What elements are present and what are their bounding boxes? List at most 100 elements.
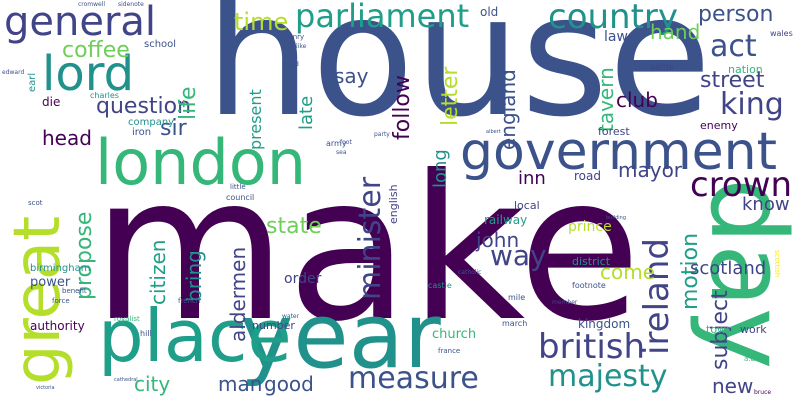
word-water: water xyxy=(282,313,300,320)
word-lord: lord xyxy=(42,46,135,102)
word-majesty: majesty xyxy=(548,359,668,394)
word-france: france xyxy=(438,347,461,355)
word-kingdom: kingdom xyxy=(578,317,631,331)
word-mayor: mayor xyxy=(618,158,683,182)
word-bruce: bruce xyxy=(754,389,772,396)
word-aldermen: aldermen xyxy=(226,246,250,342)
word-life: life xyxy=(176,86,201,120)
word-force: force xyxy=(52,297,70,305)
word-stand: stand xyxy=(282,61,299,68)
word-scotland: scotland xyxy=(690,258,767,279)
word-say: say xyxy=(334,64,369,88)
word-measure: measure xyxy=(348,361,479,396)
word-cromwell: cromwell xyxy=(78,1,106,8)
word-albert: albert xyxy=(486,129,501,135)
word-church: church xyxy=(432,327,477,342)
word-benefit: benefit xyxy=(62,287,87,295)
word-place: place xyxy=(98,294,292,378)
word-a.d: a.d xyxy=(744,355,755,363)
word-way: way xyxy=(490,239,547,272)
word-london: london xyxy=(95,126,307,199)
word-crown: crown xyxy=(690,165,793,205)
word-john: john xyxy=(476,228,520,252)
word-sea: sea xyxy=(336,149,347,156)
word-follow: follow xyxy=(390,75,415,140)
word-scottish: scottish xyxy=(773,250,781,278)
word-coffee: coffee xyxy=(62,38,130,63)
word-know: know xyxy=(742,194,790,215)
word-make: make xyxy=(92,133,642,366)
word-person: person xyxy=(698,2,774,27)
word-victoria: victoria xyxy=(36,385,55,391)
word-city: city xyxy=(134,372,171,396)
word-charles: charles xyxy=(90,91,119,100)
word-school: school xyxy=(144,39,177,50)
word-man: man xyxy=(218,372,263,396)
word-castle: castle xyxy=(428,281,452,290)
word-long: long xyxy=(430,149,451,188)
word-road: road xyxy=(574,169,601,183)
word-state: state xyxy=(266,214,322,239)
word-power: power xyxy=(30,275,71,290)
word-letter: letter xyxy=(438,66,463,126)
word-company: company xyxy=(128,117,175,128)
word-railway: railway xyxy=(484,213,528,227)
word-mile: mile xyxy=(508,293,526,302)
word-law: law xyxy=(604,29,628,45)
word-good: good xyxy=(264,372,314,396)
word-town: town xyxy=(706,323,734,336)
word-hill: hill xyxy=(140,329,152,338)
word-local: local xyxy=(514,199,540,212)
word-come: come xyxy=(600,260,656,284)
word-royalist: royalist xyxy=(114,315,140,323)
word-cathedral: cathedral xyxy=(114,377,138,383)
word-forest: forest xyxy=(598,125,630,138)
word-authority: authority xyxy=(30,319,85,333)
word-number: number xyxy=(252,319,295,332)
word-citizen: citizen xyxy=(146,239,170,305)
word-england: england xyxy=(496,69,520,150)
word-enemy: enemy xyxy=(700,119,738,132)
word-edward: edward xyxy=(2,69,25,76)
word-catholic: catholic xyxy=(458,269,482,276)
word-wales: wales xyxy=(770,29,793,38)
word-country: country xyxy=(548,0,679,37)
word-work: work xyxy=(740,323,767,336)
word-parliament: parliament xyxy=(295,0,470,35)
word-british: british xyxy=(538,327,646,367)
word-french: french xyxy=(178,297,201,305)
word-order: order xyxy=(284,271,322,287)
word-general: general xyxy=(4,0,157,45)
word-ireland: ireland xyxy=(637,237,677,355)
word-little: little xyxy=(230,183,246,191)
word-foot: foot xyxy=(340,139,352,146)
word-club: club xyxy=(616,88,658,112)
word-army: army xyxy=(326,139,347,148)
word-member: member xyxy=(552,299,578,306)
word-minister: minister xyxy=(353,176,388,300)
word-prince: prince xyxy=(568,219,612,235)
word-sir: sir xyxy=(160,116,187,141)
word-scot: scot xyxy=(28,199,43,207)
word-tavern: tavern xyxy=(594,67,618,132)
word-march: march xyxy=(502,319,528,328)
word-sidenote: sidenote xyxy=(118,1,144,8)
word-king: king xyxy=(720,87,784,122)
word-henry: henry xyxy=(284,33,305,41)
word-birmingham: birmingham xyxy=(30,263,91,274)
word-inn: inn xyxy=(518,168,546,189)
word-party: party xyxy=(374,131,390,138)
word-nation: nation xyxy=(728,63,763,76)
word-year: year xyxy=(240,284,441,389)
word-battle: battle xyxy=(650,63,674,72)
word-late: late xyxy=(296,95,317,130)
word-bring: bring xyxy=(182,250,206,302)
word-iron: iron xyxy=(132,127,152,138)
word-council: council xyxy=(226,193,255,202)
word-hand: hand xyxy=(650,20,701,44)
word-building: building xyxy=(606,215,627,221)
word-old: old xyxy=(480,5,499,19)
word-head: head xyxy=(42,126,92,150)
word-die: die xyxy=(42,95,61,109)
